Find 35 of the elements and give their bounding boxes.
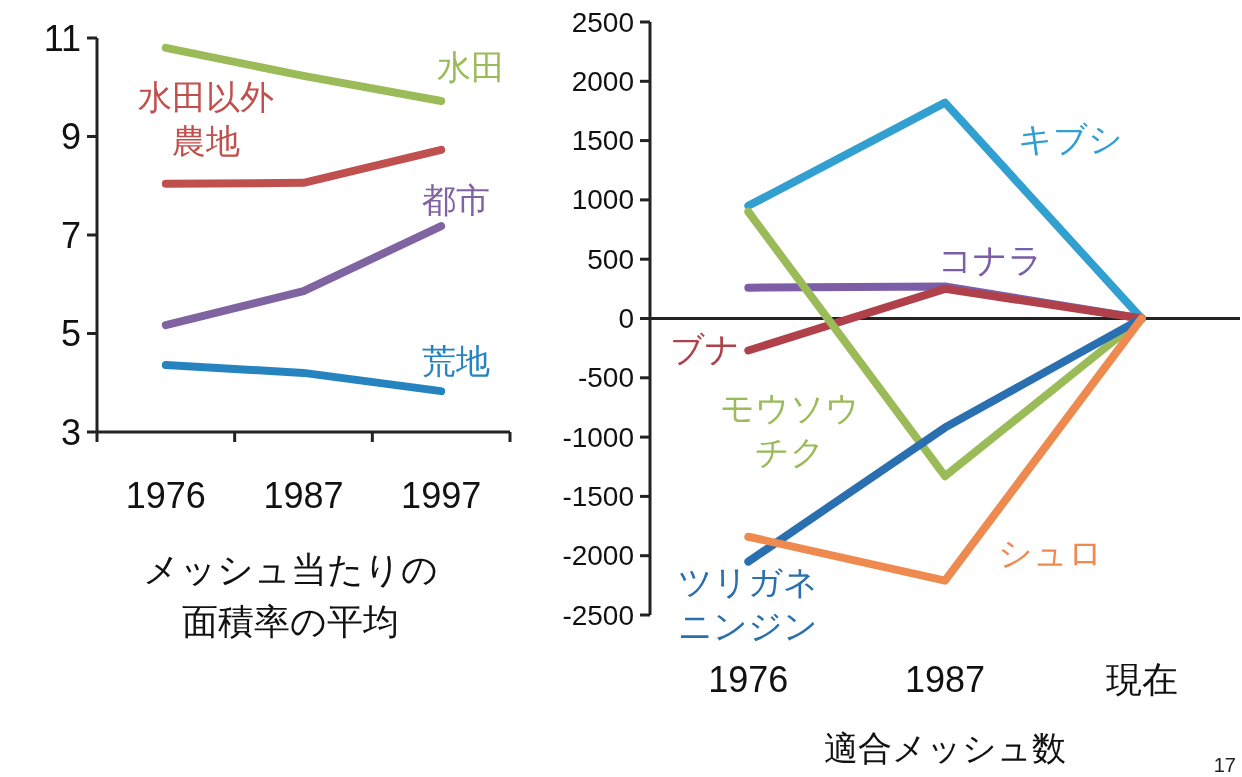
x-tick-label: 1976 bbox=[708, 659, 789, 700]
y-tick-label: -1500 bbox=[562, 480, 634, 512]
series-label: モウソウチク bbox=[720, 388, 861, 471]
y-tick-label: -500 bbox=[577, 362, 634, 394]
y-tick-label: 7 bbox=[60, 214, 81, 256]
x-tick-label: 1987 bbox=[904, 659, 986, 700]
y-tick-label: 1500 bbox=[571, 125, 634, 157]
x-axis-title: メッシュ当たりの面積率の平均 bbox=[142, 549, 438, 642]
y-tick-label: 0 bbox=[618, 303, 634, 334]
x-tick-label: 1997 bbox=[401, 475, 482, 516]
series-label: コナラ bbox=[937, 241, 1043, 280]
y-tick-label: -2500 bbox=[562, 599, 634, 631]
x-axis-title: 適合メッシュ数 bbox=[824, 729, 1066, 767]
y-tick-label: 2000 bbox=[571, 65, 634, 97]
y-tick-label: -1000 bbox=[562, 421, 634, 453]
y-tick-label: 11 bbox=[43, 17, 81, 59]
text: 17 bbox=[1213, 754, 1236, 776]
series-label: ブナ bbox=[670, 329, 741, 368]
y-tick-label: 9 bbox=[60, 116, 81, 157]
x-tick-label: 1987 bbox=[263, 475, 344, 516]
series-label: 荒地 bbox=[422, 342, 491, 381]
y-tick-label: 1000 bbox=[571, 184, 634, 216]
y-tick-label: 2500 bbox=[571, 6, 634, 38]
series-label: ツリガネニンジン bbox=[678, 562, 819, 645]
series-label: 水田 bbox=[437, 48, 506, 87]
y-tick-label: 5 bbox=[60, 313, 81, 354]
y-tick-label: 500 bbox=[587, 243, 634, 275]
series-label: 水田以外農地 bbox=[137, 77, 274, 160]
series-label: シュロ bbox=[997, 533, 1103, 572]
x-tick-label: 現在 bbox=[1105, 659, 1178, 700]
series-label: 都市 bbox=[422, 181, 491, 220]
y-tick-label: -2000 bbox=[562, 540, 634, 572]
x-tick-label: 1976 bbox=[125, 475, 206, 516]
y-tick-label: 3 bbox=[60, 411, 81, 453]
series-label: キブシ bbox=[1017, 119, 1123, 158]
